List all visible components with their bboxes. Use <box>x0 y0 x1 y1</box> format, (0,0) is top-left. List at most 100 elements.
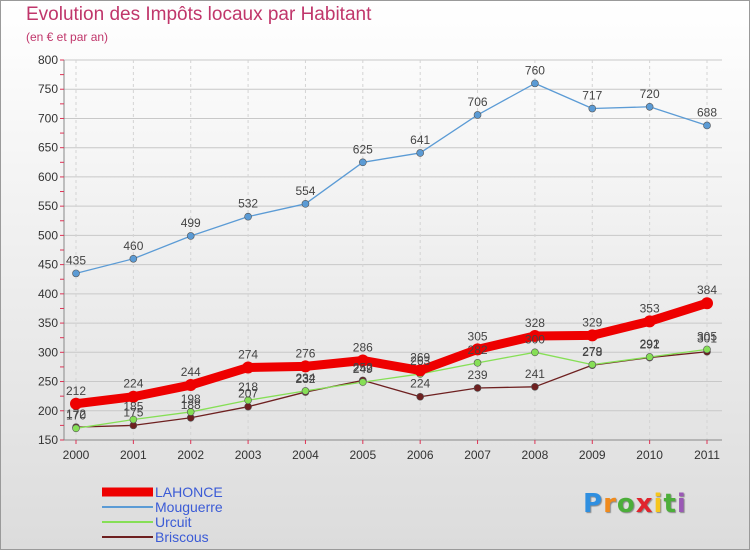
data-label-mouguerre: 460 <box>123 239 143 253</box>
data-label-briscous: 172 <box>66 407 86 421</box>
x-tick-label: 2004 <box>292 448 319 462</box>
logo-letter: P <box>583 489 604 519</box>
data-label-urcuit: 282 <box>468 343 488 357</box>
logo-letter: x <box>635 489 654 519</box>
data-label-mouguerre: 720 <box>640 87 660 101</box>
data-point-mouguerre <box>588 104 597 113</box>
data-label-urcuit: 249 <box>353 362 373 376</box>
data-point-lahonce <box>643 315 656 328</box>
data-label-urcuit: 263 <box>410 354 430 368</box>
data-point-urcuit <box>244 396 252 405</box>
y-tick-label: 650 <box>38 141 58 155</box>
data-point-mouguerre <box>473 111 482 119</box>
series-layer <box>70 79 713 433</box>
data-label-mouguerre: 706 <box>468 95 488 109</box>
x-tick-label: 2000 <box>63 448 90 462</box>
data-label-lahonce: 212 <box>66 384 86 398</box>
data-label-urcuit: 300 <box>525 332 545 346</box>
data-point-mouguerre <box>359 158 367 167</box>
data-label-briscous: 207 <box>238 387 258 401</box>
data-label-lahonce: 305 <box>468 329 488 343</box>
data-label-briscous: 175 <box>123 405 143 419</box>
data-point-lahonce <box>701 297 713 310</box>
y-tick-label: 250 <box>38 375 58 389</box>
logo-letter: o <box>616 489 636 519</box>
data-point-urcuit <box>301 387 310 395</box>
logo-letter: i <box>653 489 664 519</box>
data-point-lahonce <box>586 329 599 342</box>
legend-label-briscous: Briscous <box>155 529 209 545</box>
data-label-mouguerre: 625 <box>353 142 373 156</box>
data-label-lahonce: 353 <box>640 301 660 315</box>
data-point-mouguerre <box>301 200 310 208</box>
logo-letter: t <box>663 489 677 519</box>
data-point-mouguerre <box>703 121 711 130</box>
x-tick-label: 2003 <box>235 448 262 462</box>
legend-label-mouguerre: Mouguerre <box>155 499 223 515</box>
data-point-urcuit <box>359 378 367 386</box>
data-point-urcuit <box>703 345 711 354</box>
data-label-briscous: 239 <box>468 368 488 382</box>
data-label-mouguerre: 499 <box>181 216 201 230</box>
data-point-mouguerre <box>186 232 195 240</box>
data-point-urcuit <box>129 415 138 424</box>
x-tick-label: 2002 <box>177 448 204 462</box>
data-point-lahonce <box>242 361 255 374</box>
x-tick-label: 2010 <box>636 448 663 462</box>
y-tick-label: 750 <box>38 82 58 96</box>
y-tick-label: 700 <box>38 111 58 125</box>
data-label-lahonce: 276 <box>295 346 315 360</box>
data-point-urcuit <box>186 408 195 416</box>
data-point-briscous <box>473 384 482 392</box>
data-label-briscous: 188 <box>181 398 201 412</box>
data-label-briscous: 241 <box>525 367 545 381</box>
y-tick-label: 400 <box>38 287 58 301</box>
data-label-lahonce: 224 <box>123 377 143 391</box>
series-line-urcuit <box>75 348 708 429</box>
data-point-lahonce <box>299 360 312 373</box>
data-label-mouguerre: 532 <box>238 197 258 211</box>
data-label-urcuit: 234 <box>295 371 315 385</box>
data-label-mouguerre: 760 <box>525 63 545 77</box>
data-point-mouguerre <box>129 254 138 263</box>
data-point-briscous <box>244 402 252 411</box>
data-point-urcuit <box>72 424 80 433</box>
data-point-briscous <box>416 392 424 401</box>
data-label-lahonce: 274 <box>238 348 258 362</box>
x-tick-label: 2006 <box>407 448 434 462</box>
data-point-urcuit <box>531 348 539 357</box>
data-label-urcuit: 198 <box>181 392 201 406</box>
data-label-lahonce: 286 <box>353 340 373 354</box>
data-label-lahonce: 384 <box>697 283 717 297</box>
data-point-urcuit <box>645 353 654 361</box>
y-tick-label: 800 <box>38 53 58 67</box>
logo-letter: r <box>603 489 617 519</box>
data-label-urcuit: 218 <box>238 380 258 394</box>
y-tick-label: 150 <box>38 433 58 447</box>
x-tick-label: 2007 <box>464 448 491 462</box>
x-tick-label: 2001 <box>120 448 147 462</box>
data-label-urcuit: 170 <box>66 408 86 422</box>
data-label-mouguerre: 688 <box>697 105 717 119</box>
data-label-briscous: 252 <box>353 360 373 374</box>
data-point-urcuit <box>473 359 482 367</box>
logo-letter: i <box>676 489 687 519</box>
data-point-mouguerre <box>416 149 424 157</box>
data-label-urcuit: 185 <box>123 400 143 414</box>
y-tick-label: 550 <box>38 199 58 213</box>
data-label-lahonce: 329 <box>582 315 602 329</box>
data-point-lahonce <box>70 397 82 410</box>
y-tick-label: 450 <box>38 258 58 272</box>
data-point-lahonce <box>471 343 484 356</box>
x-tick-label: 2009 <box>579 448 606 462</box>
x-tick-label: 2008 <box>522 448 549 462</box>
chart-title: Evolution des Impôts locaux par Habitant <box>26 4 372 25</box>
data-label-briscous: 291 <box>640 338 660 352</box>
data-point-mouguerre <box>72 269 80 278</box>
data-label-urcuit: 305 <box>697 329 717 343</box>
data-point-briscous <box>531 382 539 391</box>
chart-axes: 150 200 250 300 350 400 450 500 550 600 650 700 750 8… <box>38 53 722 462</box>
